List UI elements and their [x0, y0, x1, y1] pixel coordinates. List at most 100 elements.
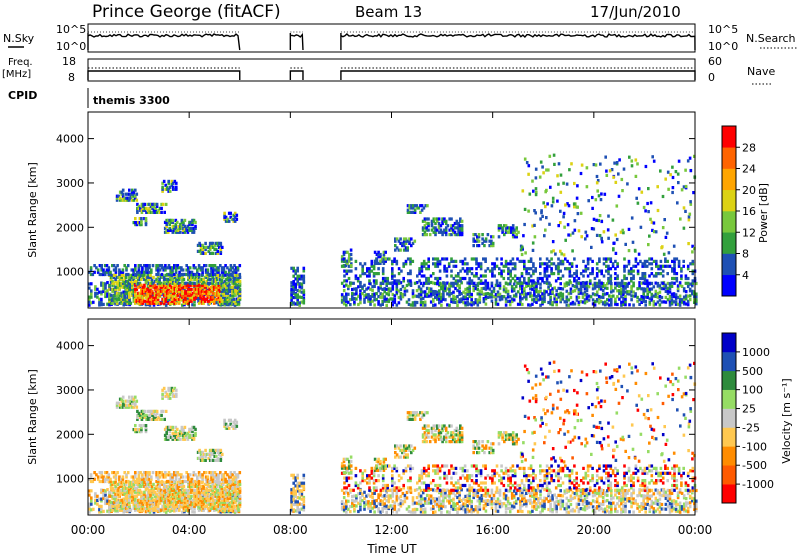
power-cell-301 [215, 301, 219, 305]
velocity-cell-1007 [593, 510, 597, 514]
power-cell-914 [553, 294, 556, 298]
power-cell-2931 [513, 279, 517, 283]
power-cell-2255 [217, 270, 220, 274]
velocity-cell-268 [199, 504, 202, 508]
velocity-cell-405 [342, 496, 346, 500]
power-cell-1526 [152, 295, 155, 299]
power-cell-3722 [592, 227, 596, 231]
power-cell-2290 [115, 198, 119, 202]
power-cell-3518 [413, 239, 417, 243]
power-cell-3696 [563, 225, 566, 229]
power-cell-944 [567, 303, 571, 307]
power-cell-3303 [423, 217, 427, 221]
power-cell-1751 [188, 287, 192, 291]
power-cell-570 [417, 285, 421, 289]
power-cell-497 [383, 295, 386, 299]
power-cell-3387 [460, 233, 464, 237]
power-cell-2590 [144, 217, 148, 221]
velocity-cell-1104 [628, 497, 631, 501]
velocity-cell-30 [102, 509, 105, 513]
power-cell-2318 [129, 194, 133, 198]
power-cell-2231 [203, 264, 206, 268]
power-cell-2613 [294, 272, 297, 276]
velocity-cell-524 [393, 504, 397, 508]
velocity-cell-953 [569, 488, 573, 492]
velocity-cell-673 [456, 489, 459, 493]
power-cell-3231 [684, 276, 688, 281]
power-cell-3650 [552, 249, 555, 253]
power-cell-526 [395, 303, 399, 307]
velocity-cell-1101 [626, 489, 629, 493]
freq-trace [87, 67, 696, 80]
power-cell-488 [379, 284, 382, 288]
power-cell-1192 [664, 283, 668, 287]
power-cell-1691 [178, 283, 181, 287]
power-cell-3477 [511, 224, 515, 228]
power-cell-1181 [660, 295, 664, 300]
velocity-cell-880 [539, 497, 542, 501]
power-cell-2836 [461, 276, 465, 281]
velocity-cell-404 [342, 502, 346, 506]
power-cell-701 [468, 302, 471, 306]
velocity-cell-586 [423, 501, 427, 505]
power-cell-2167 [162, 268, 165, 272]
nsky-line-2 [340, 32, 696, 51]
power-cell-487 [379, 286, 382, 290]
power-cell-2149 [148, 264, 151, 268]
power-cell-2008 [231, 299, 234, 303]
power-cell-2719 [388, 281, 392, 285]
power-cell-2177 [169, 272, 172, 277]
velocity-cell-1010 [593, 493, 597, 497]
power-cell-767 [494, 297, 498, 301]
power-cell-720 [474, 298, 478, 302]
power-cell-1487 [146, 297, 149, 301]
power-cell-3030 [566, 281, 569, 285]
velocity-cell-6 [90, 508, 93, 512]
power-cell-1990 [228, 299, 231, 303]
velocity-cell-441 [359, 496, 362, 500]
power-cell-2184 [171, 266, 174, 270]
power-cell-1874 [209, 277, 213, 281]
power-cell-1569 [158, 277, 161, 281]
velocity-cell-836 [523, 496, 526, 500]
power-cell-1791 [196, 281, 199, 285]
power-cell-840 [525, 295, 528, 299]
velocity-cell-584 [423, 510, 427, 514]
power-cell-2294 [118, 198, 122, 202]
power-cell-1641 [170, 281, 174, 285]
power-cell-1326 [118, 293, 122, 297]
power-cell-1282 [111, 301, 114, 305]
power-cell-3766 [628, 155, 631, 159]
power-cell-2138 [144, 270, 148, 274]
power-cell-1237 [682, 297, 686, 301]
power-cell-1655 [172, 277, 175, 281]
velocity-cell-1036 [603, 510, 607, 514]
power-cell-1818 [200, 283, 204, 287]
power-cell-704 [468, 290, 471, 294]
velocity-cell-929 [559, 489, 562, 493]
velocity-cell-796 [506, 499, 510, 504]
power-cell-3414 [486, 233, 490, 237]
power-cell-12 [94, 294, 97, 298]
power-cell-562 [413, 294, 417, 298]
power-cell-473 [373, 295, 376, 299]
power-cell-498 [383, 290, 386, 294]
power-cell-2722 [391, 272, 394, 276]
power-cell-2162 [158, 268, 162, 272]
velocity-cell-636 [442, 496, 445, 500]
velocity-cell-902 [549, 505, 552, 509]
velocity-cell-809 [512, 501, 516, 505]
power-cell-475 [373, 284, 376, 288]
velocity-cell-5 [88, 489, 91, 493]
power-cell-2112 [125, 272, 128, 277]
velocity-cell-29 [100, 488, 103, 492]
power-cell-2083 [102, 272, 105, 277]
power-cell-2196 [178, 266, 181, 270]
power-cell-1923 [219, 301, 222, 305]
velocity-cell-598 [429, 499, 433, 503]
velocity-cell-452 [365, 502, 368, 506]
power-cell-3714 [542, 201, 545, 205]
velocity-cell-1014 [595, 500, 599, 504]
velocity-cell-905 [549, 496, 552, 500]
power-cell-2281 [233, 268, 236, 272]
